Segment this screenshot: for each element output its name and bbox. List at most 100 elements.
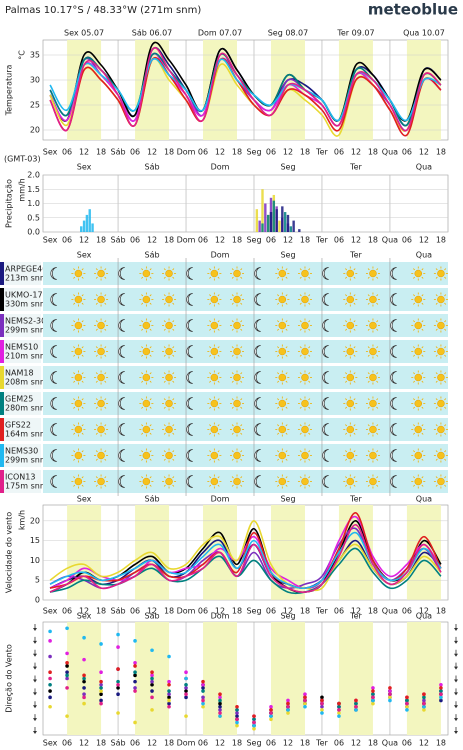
sun-ray: [345, 294, 348, 297]
direction-dot: [371, 686, 375, 690]
model-name: GFS22: [5, 421, 31, 430]
sun-ray: [299, 354, 302, 357]
sun-ray: [376, 302, 379, 305]
precip-bar: [255, 209, 259, 232]
x-day-label: Sex: [43, 148, 58, 157]
x-hour-label: 06: [266, 236, 276, 245]
direction-dot: [99, 670, 103, 675]
sun-ray: [149, 380, 152, 383]
sun-ray: [217, 380, 220, 383]
sun-icon: [97, 295, 105, 304]
sun-ray: [240, 328, 243, 331]
x-hour-label: 06: [334, 148, 344, 157]
sun-ray: [141, 484, 144, 487]
direction-dot: [133, 686, 137, 690]
sun-ray: [104, 346, 107, 349]
sun-ray: [149, 398, 152, 401]
direction-dot: [218, 708, 222, 712]
sun-icon: [301, 269, 309, 278]
sun-icon: [74, 399, 83, 408]
model-elevation: 299m snm: [5, 456, 48, 465]
sun-ray: [376, 406, 379, 409]
sun-icon: [278, 399, 287, 408]
x-hour-label: 12: [215, 148, 225, 157]
sun-ray: [299, 484, 302, 487]
x-hour-label: 12: [351, 148, 361, 157]
direction-dot: [439, 698, 443, 703]
sun-icon: [74, 425, 83, 434]
direction-dot: [388, 692, 392, 696]
model-name: ICON13: [5, 473, 35, 482]
sun-ray: [299, 432, 302, 435]
x-day-label: Ter: [315, 148, 328, 157]
sun-ray: [285, 294, 288, 297]
x-day-label: Sáb: [111, 148, 126, 157]
direction-dot: [116, 686, 120, 690]
sun-ray: [308, 276, 311, 279]
sun-ray: [163, 354, 166, 357]
direction-dot: [65, 664, 69, 668]
sun-ray: [149, 458, 152, 461]
day-label: Qua 10.07: [403, 29, 445, 38]
x-day-label: Dom: [177, 236, 196, 245]
sun-ray: [299, 406, 302, 409]
direction-dot: [167, 679, 171, 684]
day-name: Dom: [211, 251, 230, 260]
sun-ray: [163, 328, 166, 331]
x-hour-label: 12: [283, 607, 293, 616]
sun-ray: [163, 380, 166, 383]
direction-dot: [405, 701, 409, 706]
sun-ray: [73, 458, 76, 461]
sun-ray: [81, 476, 84, 479]
sun-ray: [81, 346, 84, 349]
sun-ray: [299, 268, 302, 271]
sun-ray: [141, 424, 144, 427]
direction-dot: [320, 698, 324, 703]
direction-dot: [439, 695, 443, 700]
sun-ray: [376, 380, 379, 383]
sun-ray: [413, 294, 416, 297]
sun-icon: [142, 477, 151, 486]
sun-ray: [285, 328, 288, 331]
direction-arrow-head: [454, 640, 458, 644]
sun-ray: [149, 328, 152, 331]
direction-dot: [150, 676, 154, 681]
x-day-label: Ter: [315, 236, 328, 245]
sun-ray: [95, 484, 98, 487]
sun-ray: [209, 328, 212, 331]
sun-icon: [301, 295, 309, 304]
sun-ray: [217, 320, 220, 323]
sun-ray: [413, 458, 416, 461]
day-name: Ter: [349, 495, 362, 504]
sun-ray: [231, 328, 234, 331]
direction-dot: [371, 695, 375, 700]
sun-ray: [376, 424, 379, 427]
direction-arrow-head: [454, 718, 458, 722]
sun-ray: [172, 294, 175, 297]
x-hour-label: 06: [402, 607, 412, 616]
sun-ray: [73, 484, 76, 487]
sun-ray: [376, 346, 379, 349]
x-hour-label: 18: [300, 236, 310, 245]
sun-ray: [172, 372, 175, 375]
sun-ray: [81, 328, 84, 331]
direction-arrow-head: [33, 640, 37, 644]
day-name: Seg: [280, 612, 295, 621]
sun-icon: [437, 373, 445, 382]
x-hour-label: 18: [96, 739, 106, 748]
direction-dot: [116, 682, 120, 687]
sun-ray: [353, 346, 356, 349]
sun-ray: [231, 302, 234, 305]
sun-ray: [209, 484, 212, 487]
direction-dot: [48, 639, 52, 643]
direction-dot: [320, 704, 324, 709]
sun-ray: [345, 458, 348, 461]
direction-dot: [150, 695, 154, 700]
sun-icon: [437, 295, 445, 304]
sun-ray: [421, 354, 424, 357]
sun-ray: [149, 268, 152, 271]
sun-ray: [285, 458, 288, 461]
sun-ray: [231, 320, 234, 323]
sun-ray: [421, 328, 424, 331]
sun-ray: [345, 328, 348, 331]
